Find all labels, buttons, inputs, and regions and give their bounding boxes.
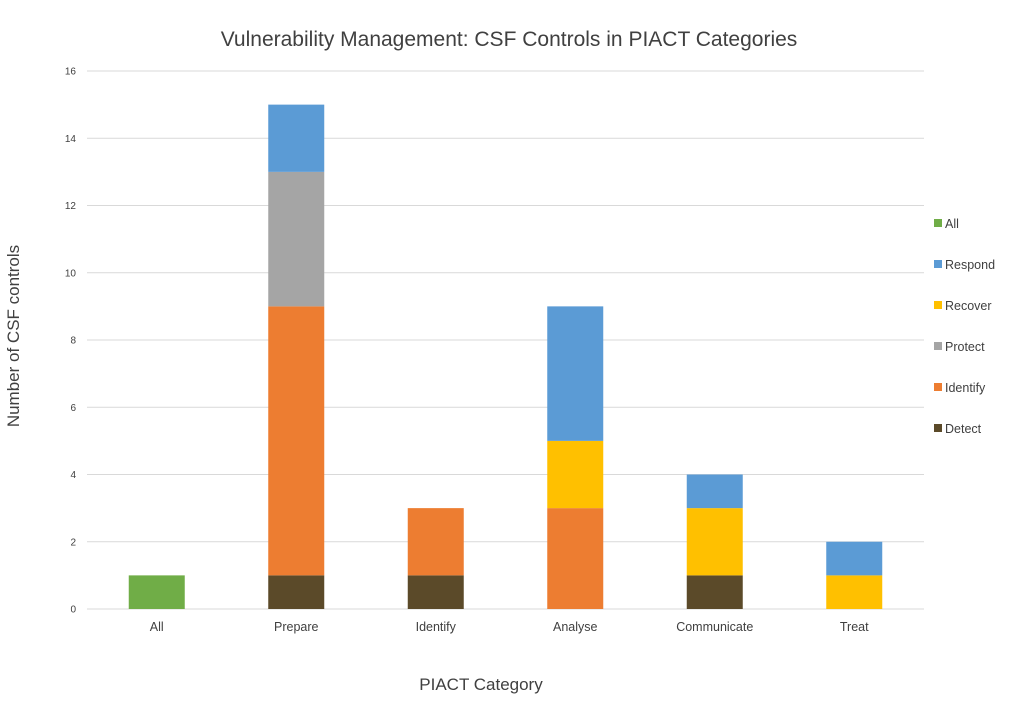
legend-swatch-all [934, 219, 942, 227]
y-axis-ticks: 0 2 4 6 8 10 12 14 16 [65, 67, 77, 616]
x-tick-label: Analyse [553, 620, 598, 634]
y-tick-label: 14 [65, 134, 77, 145]
x-tick-label: All [150, 620, 164, 634]
bar-segment-all-all [128, 575, 185, 609]
x-axis-ticks: All Prepare Identify Analyse Communicate Trea… [150, 620, 869, 634]
legend-swatch-detect [934, 424, 942, 432]
bar-segment-recover-treat [826, 575, 883, 609]
y-tick-label: 2 [70, 537, 76, 548]
gridlines [87, 70, 924, 610]
y-tick-label: 4 [70, 470, 76, 481]
legend-swatch-respond [934, 260, 942, 268]
x-tick-label: Communicate [676, 620, 753, 634]
bar-segment-identify-analyse [547, 508, 604, 609]
chart-title: Vulnerability Management: CSF Controls i… [221, 28, 798, 51]
x-axis-title: PIACT Category [419, 675, 543, 694]
x-tick-label: Treat [840, 620, 869, 634]
bar-segment-recover-communicate [686, 508, 743, 576]
y-tick-label: 8 [70, 336, 76, 347]
y-tick-label: 16 [65, 67, 77, 78]
bar-segment-respond-prepare [268, 104, 325, 172]
bar-segment-respond-analyse [547, 306, 604, 441]
bar-segment-detect-communicate [686, 575, 743, 609]
legend-swatch-recover [934, 301, 942, 309]
bar-segment-identify-identify [407, 508, 464, 576]
y-tick-label: 6 [70, 403, 76, 414]
bar-segment-respond-treat [826, 541, 883, 576]
bar-segment-identify-prepare [268, 306, 325, 576]
legend-label-identify: Identify [945, 381, 986, 395]
legend-label-recover: Recover [945, 299, 992, 313]
bar-segment-protect-prepare [268, 171, 325, 307]
bar-segment-recover-analyse [547, 440, 604, 509]
bar-segment-respond-communicate [686, 474, 743, 509]
legend-label-detect: Detect [945, 422, 982, 436]
y-tick-label: 12 [65, 201, 77, 212]
legend: All Respond Recover Protect Identify Detect [934, 217, 995, 436]
legend-swatch-identify [934, 383, 942, 391]
legend-label-protect: Protect [945, 340, 985, 354]
y-tick-label: 0 [70, 605, 76, 616]
x-tick-label: Identify [416, 620, 457, 634]
legend-swatch-protect [934, 342, 942, 350]
legend-label-all: All [945, 217, 959, 231]
bars [128, 104, 883, 609]
bar-segment-detect-identify [407, 575, 464, 609]
legend-label-respond: Respond [945, 258, 995, 272]
x-tick-label: Prepare [274, 620, 319, 634]
y-axis-title: Number of CSF controls [4, 245, 23, 427]
y-tick-label: 10 [65, 268, 77, 279]
bar-segment-detect-prepare [268, 575, 325, 609]
